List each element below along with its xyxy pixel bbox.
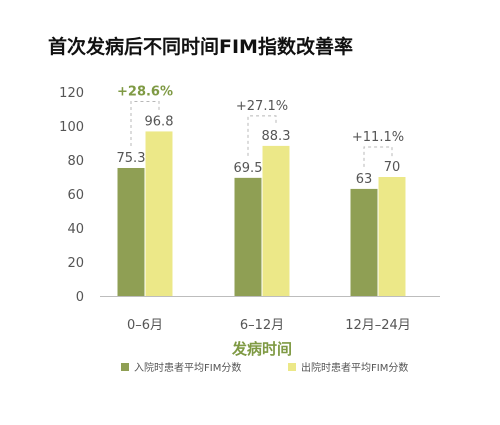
bar [378, 177, 406, 296]
change-annotation: +28.6% [117, 84, 173, 99]
bar [117, 167, 145, 296]
labels-layer: 首次发病后不同时间FIM指数改善率 75.3 69.5 63 96.8 88.3 70 +28… [48, 35, 404, 187]
legend-label: 出院时患者平均FIM分数 [301, 361, 408, 374]
y-tick-label: 60 [67, 188, 84, 203]
bars-layer [117, 131, 406, 296]
x-tick-label: 0–6月 [127, 318, 163, 333]
legend-layer: 入院时患者平均FIM分数 出院时患者平均FIM分数 [121, 361, 408, 374]
bar [145, 131, 173, 296]
bar-value-label: 63 [356, 172, 373, 187]
x-tick-label: 12月–24月 [345, 318, 411, 333]
change-annotation: +27.1% [236, 99, 288, 114]
legend-label: 入院时患者平均FIM分数 [134, 361, 241, 374]
bar-value-label: 70 [384, 160, 401, 175]
change-bracket [247, 115, 277, 156]
bar [234, 177, 262, 296]
bar-value-label: 75.3 [117, 151, 146, 166]
bar [262, 145, 290, 296]
change-annotation: +11.1% [352, 130, 404, 145]
y-tick-label: 120 [59, 86, 84, 101]
bar-value-label: 96.8 [145, 114, 174, 129]
x-axis-title: 发病时间 [231, 340, 292, 358]
chart-title: 首次发病后不同时间FIM指数改善率 [48, 35, 353, 58]
y-tick-label: 20 [67, 256, 84, 271]
legend-swatch [121, 363, 129, 371]
y-tick-label: 40 [67, 222, 84, 237]
x-tick-label: 6–12月 [240, 318, 284, 333]
bar-value-label: 69.5 [234, 161, 263, 176]
y-tick-label: 0 [76, 290, 84, 305]
bar [350, 188, 378, 296]
y-tick-label: 80 [67, 154, 84, 169]
y-tick-label: 100 [59, 120, 84, 135]
legend-swatch [288, 363, 296, 371]
bar-value-label: 88.3 [262, 129, 291, 144]
